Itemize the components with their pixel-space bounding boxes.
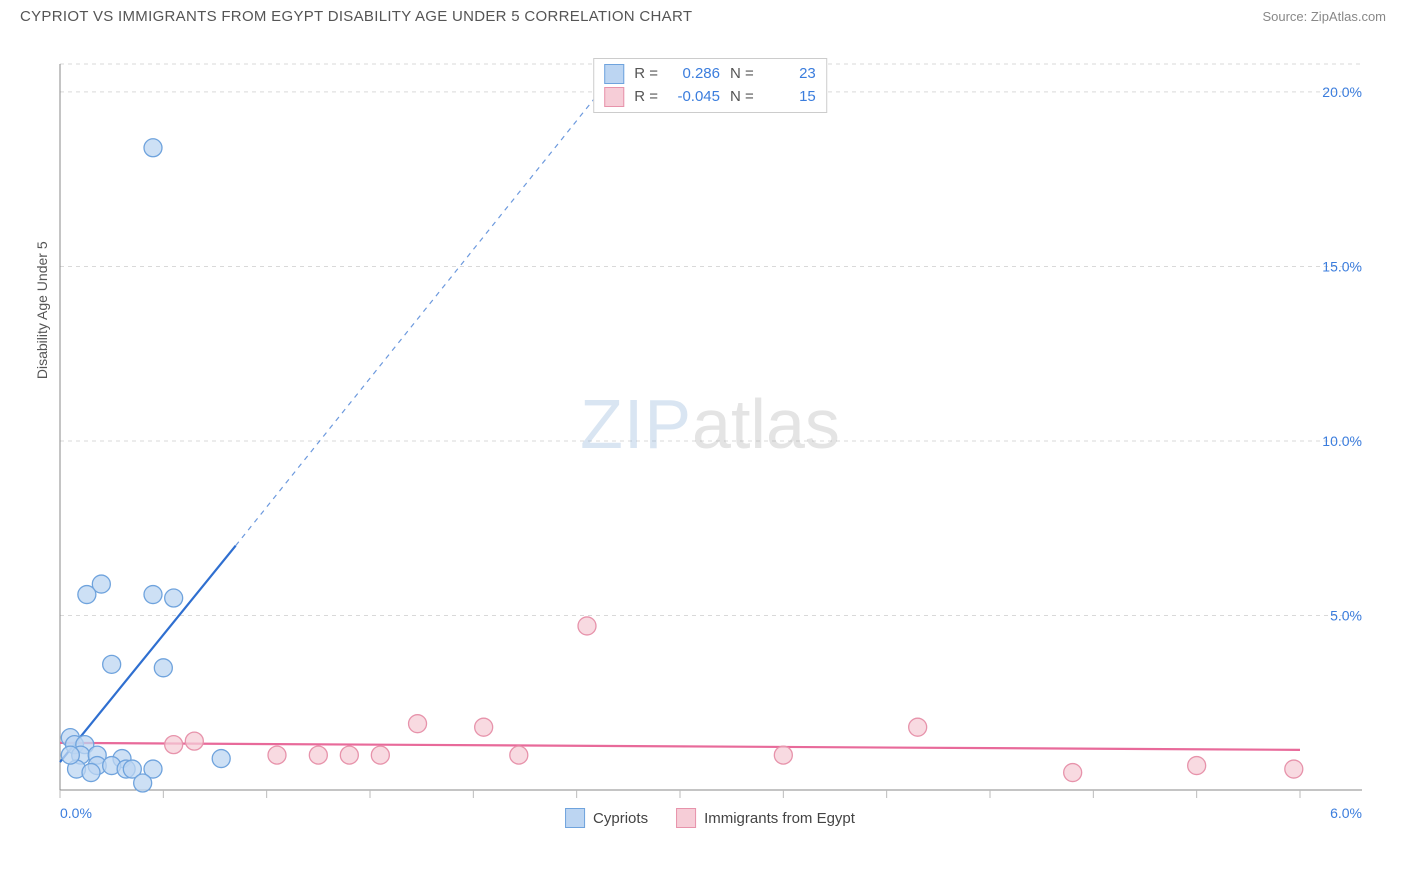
data-point xyxy=(1064,764,1082,782)
data-point xyxy=(774,746,792,764)
legend-label: Immigrants from Egypt xyxy=(704,810,855,827)
trendline-extension xyxy=(236,64,622,546)
r-label: R = xyxy=(634,86,658,109)
data-point xyxy=(1285,760,1303,778)
source-label: Source: ZipAtlas.com xyxy=(1262,9,1386,24)
r-value: 0.286 xyxy=(668,63,720,86)
data-point xyxy=(371,746,389,764)
data-point xyxy=(340,746,358,764)
data-point xyxy=(212,750,230,768)
y-axis-label: Disability Age Under 5 xyxy=(34,241,50,379)
data-point xyxy=(165,589,183,607)
series-swatch xyxy=(604,64,624,84)
data-point xyxy=(510,746,528,764)
data-point xyxy=(144,139,162,157)
scatter-plot: 5.0% 10.0% 15.0% 20.0% 0.0% 6.0% xyxy=(50,50,1370,830)
legend-item: Immigrants from Egypt xyxy=(676,808,855,828)
y-tick-label: 15.0% xyxy=(1322,258,1362,274)
trendline xyxy=(60,546,236,762)
n-label: N = xyxy=(730,63,754,86)
y-tick-label: 10.0% xyxy=(1322,433,1362,449)
trendline xyxy=(60,743,1300,750)
header: CYPRIOT VS IMMIGRANTS FROM EGYPT DISABIL… xyxy=(0,0,1406,29)
stats-row: R = 0.286 N = 23 xyxy=(604,63,816,86)
data-point xyxy=(78,586,96,604)
n-value: 15 xyxy=(764,86,816,109)
data-point xyxy=(134,774,152,792)
data-point xyxy=(1188,757,1206,775)
data-point xyxy=(409,715,427,733)
legend-label: Cypriots xyxy=(593,810,648,827)
x-tick-label: 0.0% xyxy=(60,805,92,821)
legend: Cypriots Immigrants from Egypt xyxy=(565,808,855,828)
stats-box: R = 0.286 N = 23 R = -0.045 N = 15 xyxy=(593,58,827,113)
data-point xyxy=(909,718,927,736)
y-tick-label: 20.0% xyxy=(1322,84,1362,100)
data-point xyxy=(165,736,183,754)
data-point xyxy=(309,746,327,764)
chart-title: CYPRIOT VS IMMIGRANTS FROM EGYPT DISABIL… xyxy=(20,8,692,25)
series-swatch xyxy=(604,87,624,107)
n-value: 23 xyxy=(764,63,816,86)
x-tick-label: 6.0% xyxy=(1330,805,1362,821)
legend-item: Cypriots xyxy=(565,808,648,828)
data-point xyxy=(154,659,172,677)
y-tick-label: 5.0% xyxy=(1330,607,1362,623)
r-label: R = xyxy=(634,63,658,86)
stats-row: R = -0.045 N = 15 xyxy=(604,86,816,109)
r-value: -0.045 xyxy=(668,86,720,109)
chart-area: Disability Age Under 5 5.0%10.0%15.0%20.… xyxy=(50,50,1370,830)
data-point xyxy=(578,617,596,635)
series-swatch xyxy=(565,808,585,828)
data-point xyxy=(185,732,203,750)
data-point xyxy=(268,746,286,764)
data-point xyxy=(82,764,100,782)
data-point xyxy=(475,718,493,736)
n-label: N = xyxy=(730,86,754,109)
series-swatch xyxy=(676,808,696,828)
data-point xyxy=(103,655,121,673)
data-point xyxy=(144,586,162,604)
data-point xyxy=(61,746,79,764)
